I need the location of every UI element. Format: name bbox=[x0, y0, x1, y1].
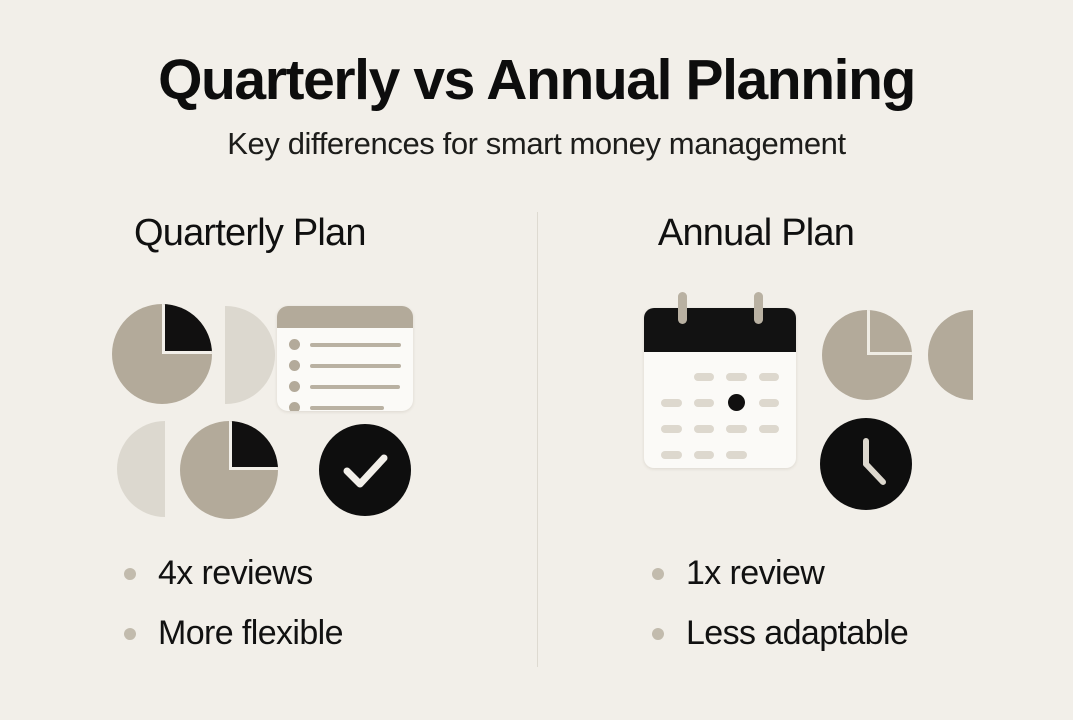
list-item: More flexible bbox=[124, 613, 344, 652]
bullet-dot-icon bbox=[652, 627, 664, 640]
bullet-label: 4x reviews bbox=[158, 554, 313, 592]
header: Quarterly vs Annual Planning Key differe… bbox=[0, 48, 1073, 162]
card-row bbox=[289, 402, 401, 411]
calendar-cell bbox=[758, 394, 779, 411]
pie-chart-quarter-icon bbox=[180, 421, 278, 519]
card-line bbox=[310, 384, 400, 389]
card-bullet-dot bbox=[289, 381, 300, 392]
calendar-cell bbox=[693, 446, 714, 463]
calendar-cell bbox=[726, 420, 747, 437]
bullet-dot-icon bbox=[652, 567, 664, 580]
calendar-day bbox=[693, 372, 714, 381]
calendar-day-blank bbox=[661, 373, 682, 381]
page-subtitle: Key differences for smart money manageme… bbox=[227, 125, 846, 161]
column-title-annual: Annual Plan bbox=[657, 212, 855, 254]
card-header-bar bbox=[277, 306, 413, 328]
calendar-cell bbox=[693, 394, 714, 411]
calendar-day bbox=[726, 372, 747, 381]
icon-cluster-quarterly bbox=[112, 296, 422, 519]
calendar-day-blank bbox=[759, 451, 780, 459]
calendar-day bbox=[661, 398, 682, 407]
calendar-cell bbox=[726, 368, 747, 385]
half-circle-right-icon bbox=[225, 306, 275, 404]
list-item: 4x reviews bbox=[124, 554, 343, 592]
calendar-cell bbox=[758, 368, 779, 385]
card-bullet-dot bbox=[289, 339, 300, 350]
pie-chart-outline-icon bbox=[822, 310, 912, 400]
pie-wedge-outline bbox=[867, 310, 912, 355]
calendar-day bbox=[758, 372, 779, 381]
calendar-cell bbox=[726, 446, 747, 463]
list-item: Less adaptable bbox=[652, 613, 909, 652]
calendar-cell bbox=[758, 420, 779, 437]
half-circle-left-icon bbox=[928, 310, 973, 400]
calendar-header bbox=[644, 308, 796, 352]
calendar-day bbox=[726, 450, 747, 459]
calendar-grid bbox=[644, 352, 796, 468]
pie-chart-quarter-icon bbox=[112, 304, 212, 404]
calendar-day bbox=[693, 424, 714, 433]
calendar-cell bbox=[661, 446, 682, 463]
card-line bbox=[310, 363, 401, 368]
calendar-cell bbox=[759, 446, 780, 463]
bullet-list-annual: 1x review Less adaptable bbox=[652, 554, 909, 652]
card-row bbox=[289, 339, 401, 350]
calendar-cell bbox=[693, 420, 714, 437]
calendar-cell bbox=[693, 368, 714, 385]
clock-hands-icon bbox=[863, 438, 886, 485]
calendar-ring bbox=[754, 292, 763, 324]
calendar-day bbox=[726, 424, 747, 433]
card-rows bbox=[277, 328, 413, 411]
column-divider bbox=[537, 212, 538, 667]
column-quarterly: Quarterly Plan bbox=[112, 214, 532, 252]
page-title: Quarterly vs Annual Planning bbox=[158, 48, 916, 112]
list-item: 1x review bbox=[652, 554, 908, 592]
pie-wedge bbox=[229, 421, 278, 470]
calendar-day bbox=[661, 450, 682, 459]
pie-wedge bbox=[162, 304, 212, 354]
bullet-label: 1x review bbox=[686, 554, 825, 592]
card-line bbox=[310, 342, 401, 347]
calendar-ring bbox=[678, 292, 687, 324]
check-badge-icon bbox=[319, 424, 411, 516]
calendar-day bbox=[758, 424, 779, 433]
calendar-day bbox=[693, 450, 714, 459]
clock-icon bbox=[820, 418, 912, 510]
calendar-day-selected bbox=[727, 394, 745, 411]
check-icon bbox=[343, 454, 388, 488]
calendar-icon bbox=[644, 292, 796, 472]
card-bullet-dot bbox=[289, 402, 300, 411]
card-row bbox=[289, 381, 401, 392]
bullet-dot-icon bbox=[124, 567, 136, 580]
calendar-body bbox=[644, 308, 796, 468]
checklist-card-icon bbox=[277, 306, 413, 411]
calendar-cell bbox=[661, 420, 682, 437]
icon-cluster-annual bbox=[636, 286, 976, 511]
calendar-day bbox=[661, 424, 682, 433]
calendar-cell bbox=[726, 394, 747, 411]
bullet-label: Less adaptable bbox=[686, 613, 909, 652]
column-title-quarterly: Quarterly Plan bbox=[134, 212, 366, 254]
half-circle-left-icon bbox=[117, 421, 165, 517]
calendar-cell bbox=[661, 394, 682, 411]
bullet-label: More flexible bbox=[158, 613, 344, 652]
column-annual: Annual Plan bbox=[560, 214, 1000, 252]
bullet-list-quarterly: 4x reviews More flexible bbox=[124, 554, 344, 652]
card-line bbox=[310, 405, 384, 410]
calendar-cell bbox=[661, 368, 682, 385]
card-bullet-dot bbox=[289, 360, 300, 371]
calendar-day bbox=[693, 398, 714, 407]
card-row bbox=[289, 360, 401, 371]
bullet-dot-icon bbox=[124, 627, 136, 640]
calendar-day bbox=[758, 398, 779, 407]
